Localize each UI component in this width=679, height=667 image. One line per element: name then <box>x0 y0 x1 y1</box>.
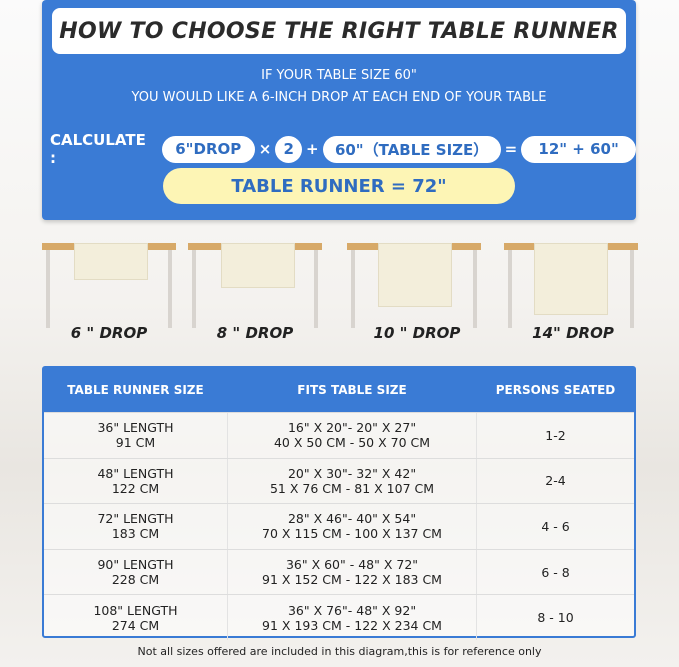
table-row: 108" LENGTH 274 CM 36" X 76"- 48" X 92" 91… <box>44 594 634 640</box>
fits-cm: 51 X 76 CM - 81 X 107 CM <box>269 480 435 496</box>
drop-label: 6 " DROP <box>70 324 148 342</box>
calculation-panel: HOW TO CHOOSE THE RIGHT TABLE RUNNER IF … <box>42 0 636 220</box>
fits-cm: 70 X 115 CM - 100 X 137 CM <box>262 526 442 542</box>
persons-cell: 2-4 <box>545 473 566 489</box>
fits-inches: 16" X 20"- 20" X 27" <box>287 420 417 436</box>
table-illustration-8 <box>188 243 322 328</box>
length-cm: 183 CM <box>111 526 160 542</box>
footnote: Not all sizes offered are included in th… <box>137 645 542 658</box>
table-header: TABLE RUNNER SIZE FITS TABLE SIZE PERSON… <box>44 368 634 412</box>
length-inches: 90" LENGTH <box>97 557 174 573</box>
length-cm: 122 CM <box>111 480 160 496</box>
fits-cm: 40 X 50 CM - 50 X 70 CM <box>273 435 431 451</box>
total-pill: TABLE RUNNER = 72" <box>163 168 515 204</box>
persons-cell: 1-2 <box>545 427 566 443</box>
length-inches: 72" LENGTH <box>97 511 174 527</box>
fits-inches: 36" X 60" - 48" X 72" <box>285 557 419 573</box>
multiplier-pill: 2 <box>275 135 303 163</box>
length-cm: 228 CM <box>111 572 160 588</box>
length-inches: 108" LENGTH <box>93 602 178 618</box>
drop-label: 8 " DROP <box>216 324 294 342</box>
persons-cell: 8 - 10 <box>537 610 574 626</box>
header-fits-table: FITS TABLE SIZE <box>297 383 407 397</box>
table-illustration-14 <box>504 243 638 328</box>
runner-size-cell: 36" LENGTH 91 CM <box>44 420 227 450</box>
fits-cm: 91 X 193 CM - 122 X 234 CM <box>262 617 442 633</box>
table-size-pill: 60"（TABLE SIZE） <box>322 135 501 163</box>
fits-inches: 28" X 46"- 40" X 54" <box>287 511 417 527</box>
length-cm: 274 CM <box>111 617 160 633</box>
drop-label: 14" DROP <box>532 324 614 342</box>
plus-sign: + <box>306 140 319 158</box>
drop-label: 10 " DROP <box>373 324 461 342</box>
fits-table-cell: 36" X 60" - 48" X 72" 91 X 152 CM - 122 X… <box>227 549 477 595</box>
fits-table-cell: 28" X 46"- 40" X 54" 70 X 115 CM - 100 X … <box>227 504 477 549</box>
runner-size-cell: 90" LENGTH 228 CM <box>44 557 227 587</box>
times-sign: × <box>258 140 272 158</box>
length-cm: 91 CM <box>115 435 156 451</box>
length-inches: 36" LENGTH <box>97 420 174 436</box>
header-persons: PERSONS SEATED <box>495 383 616 397</box>
fits-inches: 36" X 76"- 48" X 92" <box>287 602 417 618</box>
fits-cm: 91 X 152 CM - 122 X 183 CM <box>262 572 442 588</box>
equals-sign: = <box>504 140 518 158</box>
table-row: 72" LENGTH 183 CM 28" X 46"- 40" X 54" 70 … <box>44 503 634 549</box>
table-row: 36" LENGTH 91 CM 16" X 20"- 20" X 27" 40 X… <box>44 412 634 458</box>
table-row: 90" LENGTH 228 CM 36" X 60" - 48" X 72" 91… <box>44 548 634 595</box>
table-illustration-6 <box>42 243 176 328</box>
page-title: HOW TO CHOOSE THE RIGHT TABLE RUNNER <box>52 8 626 54</box>
intro-line-1: IF YOUR TABLE SIZE 60" <box>261 68 417 83</box>
fits-table-cell: 16" X 20"- 20" X 27" 40 X 50 CM - 50 X 70… <box>227 413 477 458</box>
table-row: 48" LENGTH 122 CM 20" X 30"- 32" X 42" 51 … <box>44 457 634 504</box>
persons-cell: 6 - 8 <box>541 564 570 580</box>
result-pill: 12" + 60" <box>521 135 636 163</box>
fits-table-cell: 20" X 30"- 32" X 42" 51 X 76 CM - 81 X 10… <box>227 458 477 504</box>
fits-table-cell: 36" X 76"- 48" X 92" 91 X 193 CM - 122 X … <box>227 595 477 640</box>
intro-line-2: YOU WOULD LIKE A 6-INCH DROP AT EACH END… <box>131 90 547 105</box>
fits-inches: 20" X 30"- 32" X 42" <box>287 465 417 481</box>
header-runner-size: TABLE RUNNER SIZE <box>67 383 204 397</box>
runner-size-cell: 108" LENGTH 274 CM <box>44 603 227 633</box>
calculate-label: CALCULATE : <box>50 131 146 167</box>
drop-pill: 6"DROP <box>161 135 255 163</box>
runner-size-cell: 48" LENGTH 122 CM <box>44 466 227 496</box>
calculation-row: CALCULATE : 6"DROP × 2 + 60"（TABLE SIZE）… <box>50 131 636 167</box>
runner-size-cell: 72" LENGTH 183 CM <box>44 511 227 541</box>
length-inches: 48" LENGTH <box>97 465 174 481</box>
size-table: TABLE RUNNER SIZE FITS TABLE SIZE PERSON… <box>42 366 636 640</box>
table-illustration-10 <box>347 243 481 328</box>
persons-cell: 4 - 6 <box>541 518 570 534</box>
